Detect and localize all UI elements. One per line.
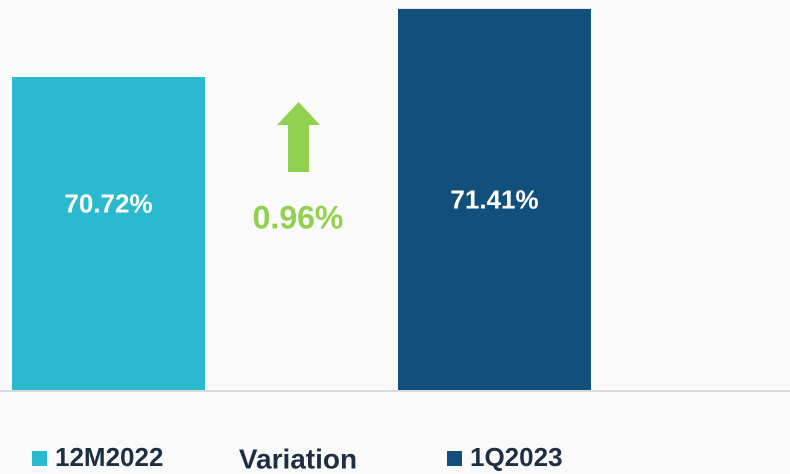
value-label: 70.72% xyxy=(64,188,152,218)
arrow-shaft xyxy=(288,124,309,172)
variation-label: Variation xyxy=(239,443,357,474)
legend-label: 1Q2023 xyxy=(470,442,563,472)
value-label: 71.41% xyxy=(450,184,538,214)
bar xyxy=(398,8,591,390)
legend-swatch xyxy=(447,451,462,466)
variation-value: 0.96% xyxy=(253,199,344,235)
arrow-head xyxy=(277,102,320,125)
legend-swatch xyxy=(32,451,47,466)
bar xyxy=(12,77,205,390)
legend-label: 12M2022 xyxy=(55,442,163,472)
up-arrow xyxy=(277,102,320,172)
